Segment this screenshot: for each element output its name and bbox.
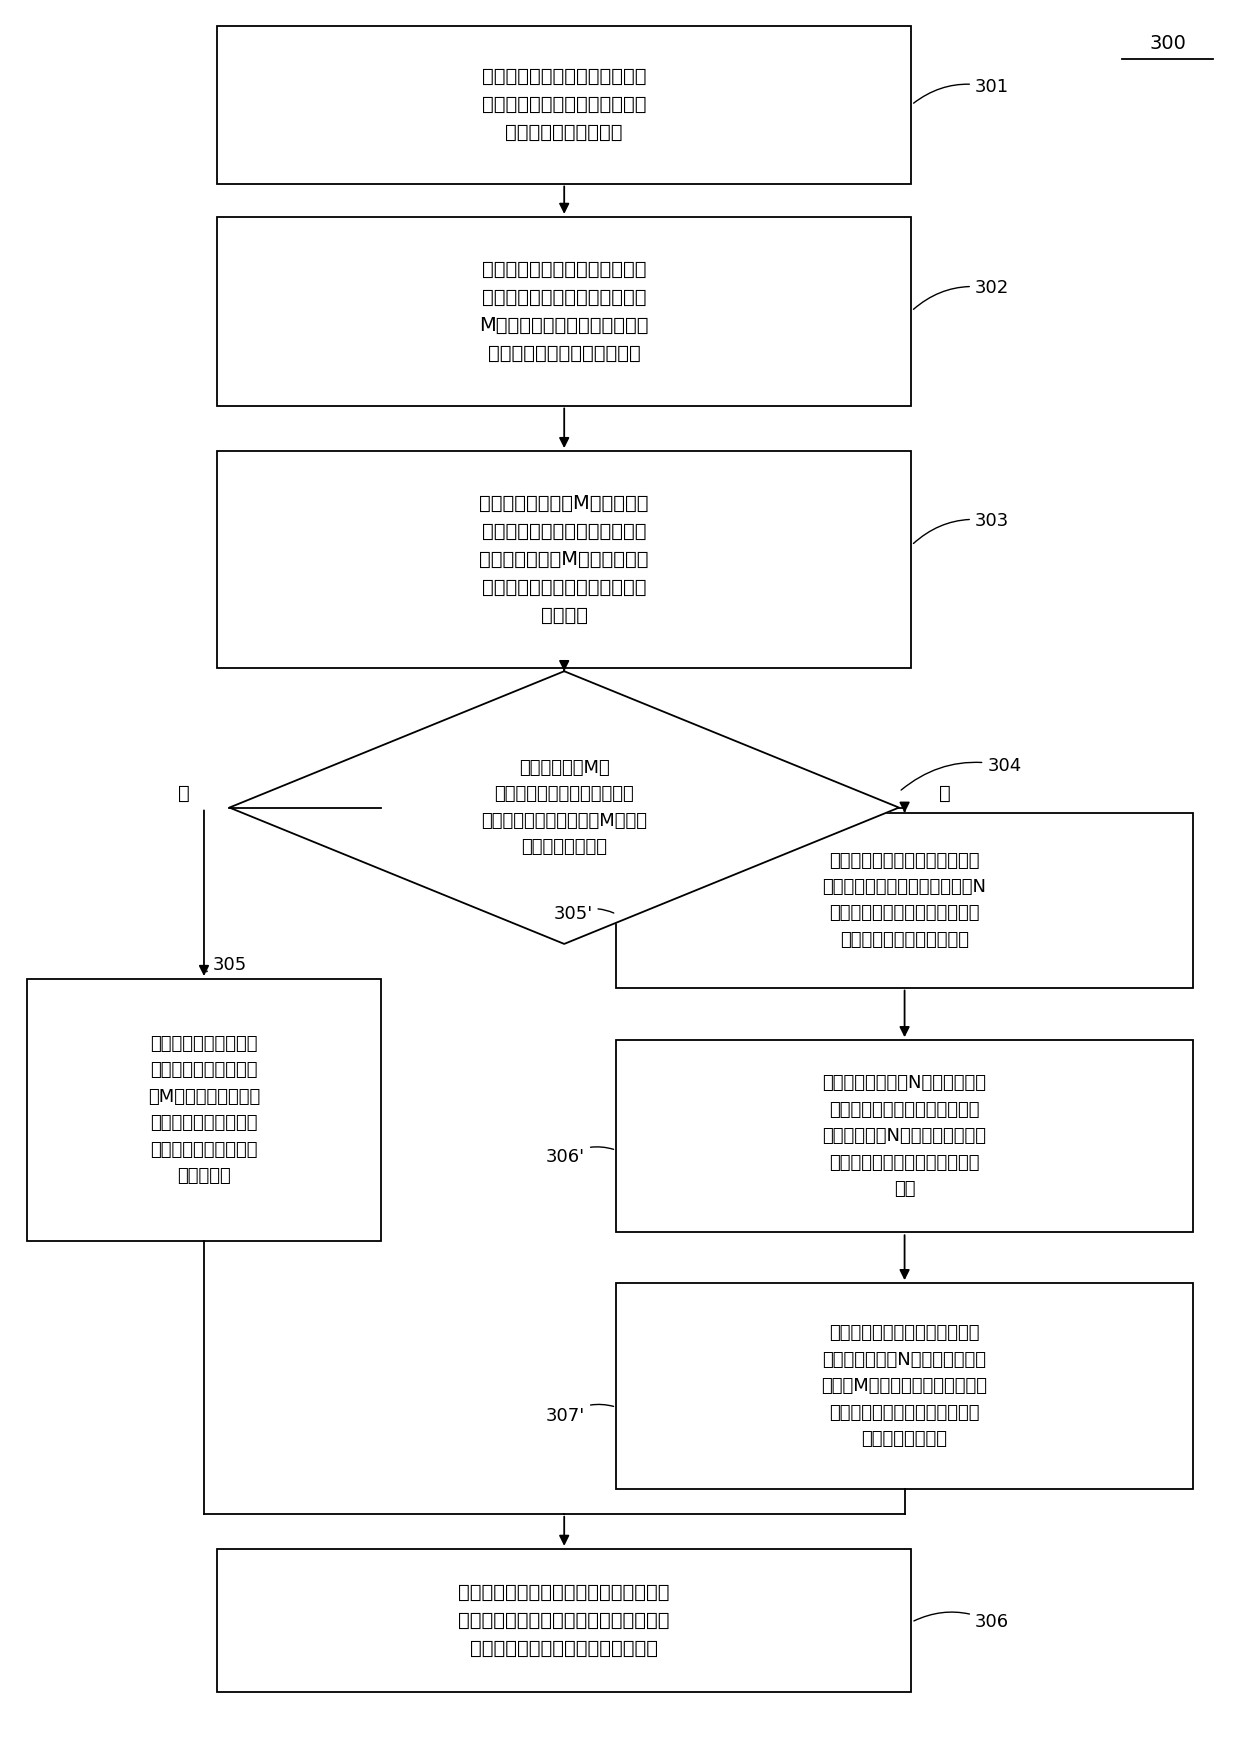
Text: 是: 是: [939, 785, 951, 802]
Text: 按照运动学规律或者统计学规律
，根据所确定的N种运动信息、所
确定的M种运动信息和目标障碍物
的历史运动信息，确定目标障碍
物的观测运动信息: 按照运动学规律或者统计学规律 ，根据所确定的N种运动信息、所 确定的M种运动信息…: [822, 1325, 987, 1447]
Text: 以目标障碍物的运动信息为状态变量，以
观测运动信息作为观测量，采用预设滤波
算法生成目标障碍物的当前运动信息: 以目标障碍物的运动信息为状态变量，以 观测运动信息作为观测量，采用预设滤波 算法…: [459, 1584, 670, 1657]
Text: 307': 307': [546, 1404, 614, 1425]
Text: 根据计算所得到的N种第二观测位
移和激光雷达的采样周期，确定
目标障碍物在N种第二位移观测量
中每种第二位移观测量下的运动
信息: 根据计算所得到的N种第二观测位 移和激光雷达的采样周期，确定 目标障碍物在N种第…: [822, 1075, 987, 1197]
FancyBboxPatch shape: [616, 1040, 1193, 1232]
FancyBboxPatch shape: [616, 1283, 1193, 1489]
Text: 305: 305: [207, 956, 247, 974]
FancyBboxPatch shape: [217, 1549, 911, 1692]
FancyBboxPatch shape: [217, 26, 911, 184]
Text: 302: 302: [914, 280, 1009, 309]
FancyBboxPatch shape: [217, 451, 911, 668]
FancyBboxPatch shape: [616, 813, 1193, 988]
FancyBboxPatch shape: [27, 979, 381, 1241]
Text: 305': 305': [553, 905, 614, 923]
Text: 根据计算所得到的M种第一观测
位移和激光雷达的采样周期，确
定目标障碍物在M种第一位移观
测量中每种第一位移观测量下的
运动信息: 根据计算所得到的M种第一观测 位移和激光雷达的采样周期，确 定目标障碍物在M种第…: [480, 495, 649, 624]
FancyBboxPatch shape: [217, 217, 911, 406]
Text: 按照运动学规律或者统
计学规律，根据所确定
的M种运动信息和目标
障碍物的历史运动信息
，确定目标障碍物的观
测运动信息: 按照运动学规律或者统 计学规律，根据所确定 的M种运动信息和目标 障碍物的历史运…: [148, 1035, 260, 1185]
Text: 根据当前帧障碍物点云和参考帧
障碍物点云，计算目标障碍物在
M种第一位移观测量中每种第一
位移观测量下的第一观测位移: 根据当前帧障碍物点云和参考帧 障碍物点云，计算目标障碍物在 M种第一位移观测量中…: [480, 260, 649, 362]
Text: 根据当前帧障碍物点云和参考帧
障碍物点云，计算目标障碍物在N
种第二位移观测量中每种第二位
移观测量下的第二观测位移: 根据当前帧障碍物点云和参考帧 障碍物点云，计算目标障碍物在N 种第二位移观测量中…: [822, 851, 987, 949]
Text: 否: 否: [177, 785, 190, 802]
Text: 306': 306': [546, 1147, 614, 1166]
Text: 获取对待生成运动信息的目标障
碍物进行表征的当前帧障碍物点
云和参考帧障碍物点云: 获取对待生成运动信息的目标障 碍物进行表征的当前帧障碍物点 云和参考帧障碍物点云: [482, 68, 646, 142]
Text: 301: 301: [914, 79, 1009, 103]
Text: 306: 306: [914, 1612, 1009, 1631]
Text: 根据所确定的M种
运动信息和目标障碍物的历史
运动信息，确定所确定的M种运动
信息是否存在歧义: 根据所确定的M种 运动信息和目标障碍物的历史 运动信息，确定所确定的M种运动 信…: [481, 759, 647, 857]
Text: 303: 303: [914, 512, 1009, 544]
Text: 304: 304: [901, 757, 1022, 790]
Text: 300: 300: [1149, 35, 1187, 52]
Polygon shape: [229, 671, 899, 944]
